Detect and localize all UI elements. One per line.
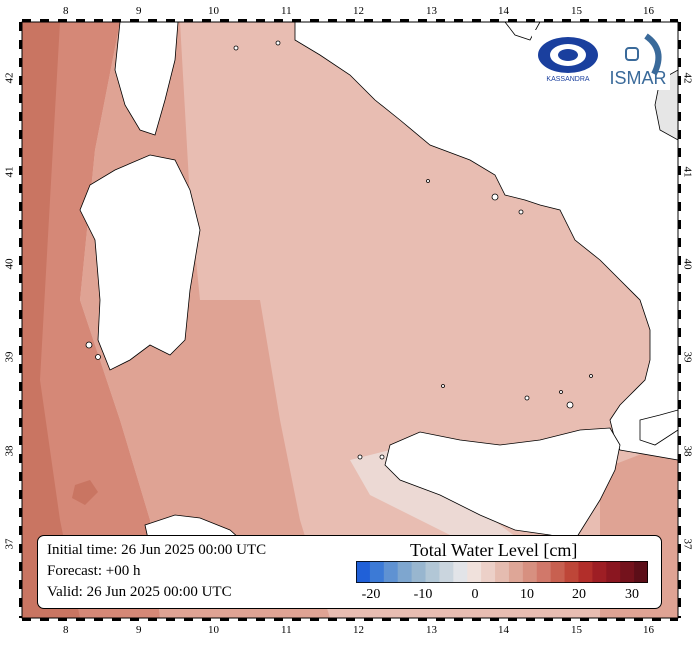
colorbar <box>356 561 648 583</box>
latitude-label: 40 <box>681 258 694 270</box>
colorbar-tick-label: -10 <box>413 587 433 602</box>
ismar-logo-text: ISMAR <box>609 68 667 88</box>
colorbar-swatch <box>425 561 440 583</box>
legend-title: Total Water Level [cm] <box>410 540 578 560</box>
colorbar-swatch <box>439 561 454 583</box>
colorbar-swatch <box>467 561 482 583</box>
colorbar-swatch <box>522 561 538 583</box>
colorbar-swatch <box>411 561 427 583</box>
longitude-label: 11 <box>281 624 292 636</box>
initial-time-text: Initial time: 26 Jun 2025 00:00 UTC <box>47 542 267 558</box>
frame-checks <box>19 19 681 621</box>
colorbar-swatch <box>606 561 621 583</box>
colorbar-tick-label: 20 <box>572 587 586 602</box>
latitude-label: 38 <box>3 445 16 457</box>
latitude-label: 37 <box>681 538 694 550</box>
longitude-label: 15 <box>571 624 582 636</box>
longitude-label: 8 <box>63 5 69 17</box>
longitude-label: 14 <box>498 624 509 636</box>
latitude-label: 39 <box>3 351 16 363</box>
colorbar-swatch <box>564 561 579 583</box>
longitude-label: 9 <box>136 5 142 17</box>
colorbar-tick-label: 30 <box>625 587 639 602</box>
longitude-label: 10 <box>208 5 219 17</box>
longitude-label: 8 <box>63 624 69 636</box>
colorbar-swatch <box>578 561 593 583</box>
latitude-label: 38 <box>681 445 694 457</box>
valid-time-text: Valid: 26 Jun 2025 00:00 UTC <box>47 584 232 600</box>
kassandra-logo: KASSANDRA <box>532 30 604 90</box>
colorbar-swatch <box>620 561 635 583</box>
kassandra-logo-text: KASSANDRA <box>546 76 590 83</box>
longitude-label: 9 <box>136 624 142 636</box>
latitude-label: 39 <box>681 351 694 363</box>
longitude-label: 10 <box>208 624 219 636</box>
longitude-label: 16 <box>643 624 654 636</box>
colorbar-swatch <box>369 561 385 583</box>
colorbar-swatch <box>495 561 510 583</box>
colorbar-tick-label: 0 <box>471 587 479 602</box>
colorbar-swatch <box>536 561 552 583</box>
latitude-label: 42 <box>3 72 16 84</box>
longitude-label: 14 <box>498 5 509 17</box>
colorbar-swatch <box>453 561 468 583</box>
colorbar-swatch <box>383 561 399 583</box>
colorbar-swatch <box>356 561 371 583</box>
latitude-label: 37 <box>3 538 16 550</box>
colorbar-swatch <box>397 561 413 583</box>
colorbar-swatch <box>634 561 648 583</box>
colorbar-swatch <box>550 561 566 583</box>
longitude-label: 16 <box>643 5 654 17</box>
colorbar-tick-label: 10 <box>520 587 534 602</box>
colorbar-swatch <box>481 561 496 583</box>
info-legend-box: Initial time: 26 Jun 2025 00:00 UTC Fore… <box>37 535 662 609</box>
longitude-label: 11 <box>281 5 292 17</box>
latitude-label: 41 <box>681 166 694 178</box>
longitude-label: 13 <box>426 624 437 636</box>
longitude-label: 15 <box>571 5 582 17</box>
latitude-label: 40 <box>3 258 16 270</box>
colorbar-swatch <box>592 561 607 583</box>
colorbar-swatch <box>508 561 524 583</box>
ismar-logo: ISMAR <box>606 30 670 90</box>
latitude-label: 41 <box>3 166 16 178</box>
longitude-label: 12 <box>353 624 364 636</box>
colorbar-tick-label: -20 <box>361 587 381 602</box>
latitude-label: 42 <box>681 72 694 84</box>
longitude-label: 13 <box>426 5 437 17</box>
forecast-text: Forecast: +00 h <box>47 563 141 579</box>
longitude-label: 12 <box>353 5 364 17</box>
